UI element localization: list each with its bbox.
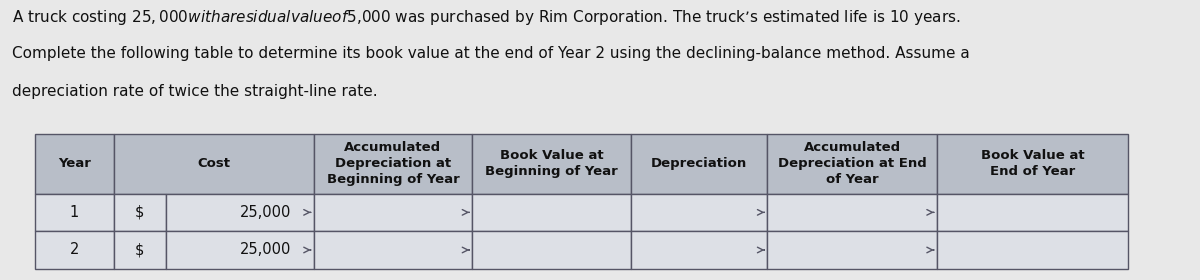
Bar [937, 134, 1128, 193]
Text: Depreciation: Depreciation [650, 157, 748, 171]
Text: depreciation rate of twice the straight-line rate.: depreciation rate of twice the straight-… [12, 84, 377, 99]
Text: Complete the following table to determine its book value at the end of Year 2 us: Complete the following table to determin… [12, 46, 970, 61]
Text: $: $ [136, 242, 144, 258]
Bar [313, 231, 472, 269]
Text: Year: Year [58, 157, 91, 171]
Bar [767, 193, 937, 231]
Bar [631, 134, 767, 193]
Bar [313, 134, 472, 193]
Bar [937, 193, 1128, 231]
Bar [313, 193, 472, 231]
Bar [937, 231, 1128, 269]
Text: 25,000: 25,000 [240, 205, 292, 220]
Bar [114, 193, 166, 231]
Bar [35, 231, 114, 269]
Bar [166, 193, 313, 231]
Bar [631, 193, 767, 231]
Text: Book Value at
Beginning of Year: Book Value at Beginning of Year [485, 150, 618, 178]
Bar [114, 134, 313, 193]
Text: Cost: Cost [197, 157, 230, 171]
Text: $: $ [136, 205, 144, 220]
Bar [166, 231, 313, 269]
Text: Accumulated
Depreciation at
Beginning of Year: Accumulated Depreciation at Beginning of… [326, 141, 460, 186]
Bar [472, 134, 631, 193]
Text: 2: 2 [70, 242, 79, 258]
Bar [631, 231, 767, 269]
Bar [472, 193, 631, 231]
Bar [767, 134, 937, 193]
Bar [767, 231, 937, 269]
Bar [472, 231, 631, 269]
Text: 25,000: 25,000 [240, 242, 292, 258]
Text: Book Value at
End of Year: Book Value at End of Year [980, 150, 1085, 178]
Text: A truck costing $25,000 with a residual value of $5,000 was purchased by Rim Cor: A truck costing $25,000 with a residual … [12, 8, 960, 27]
Bar [35, 134, 114, 193]
Text: Accumulated
Depreciation at End
of Year: Accumulated Depreciation at End of Year [778, 141, 926, 186]
Bar [114, 231, 166, 269]
Bar [35, 193, 114, 231]
Text: 1: 1 [70, 205, 79, 220]
